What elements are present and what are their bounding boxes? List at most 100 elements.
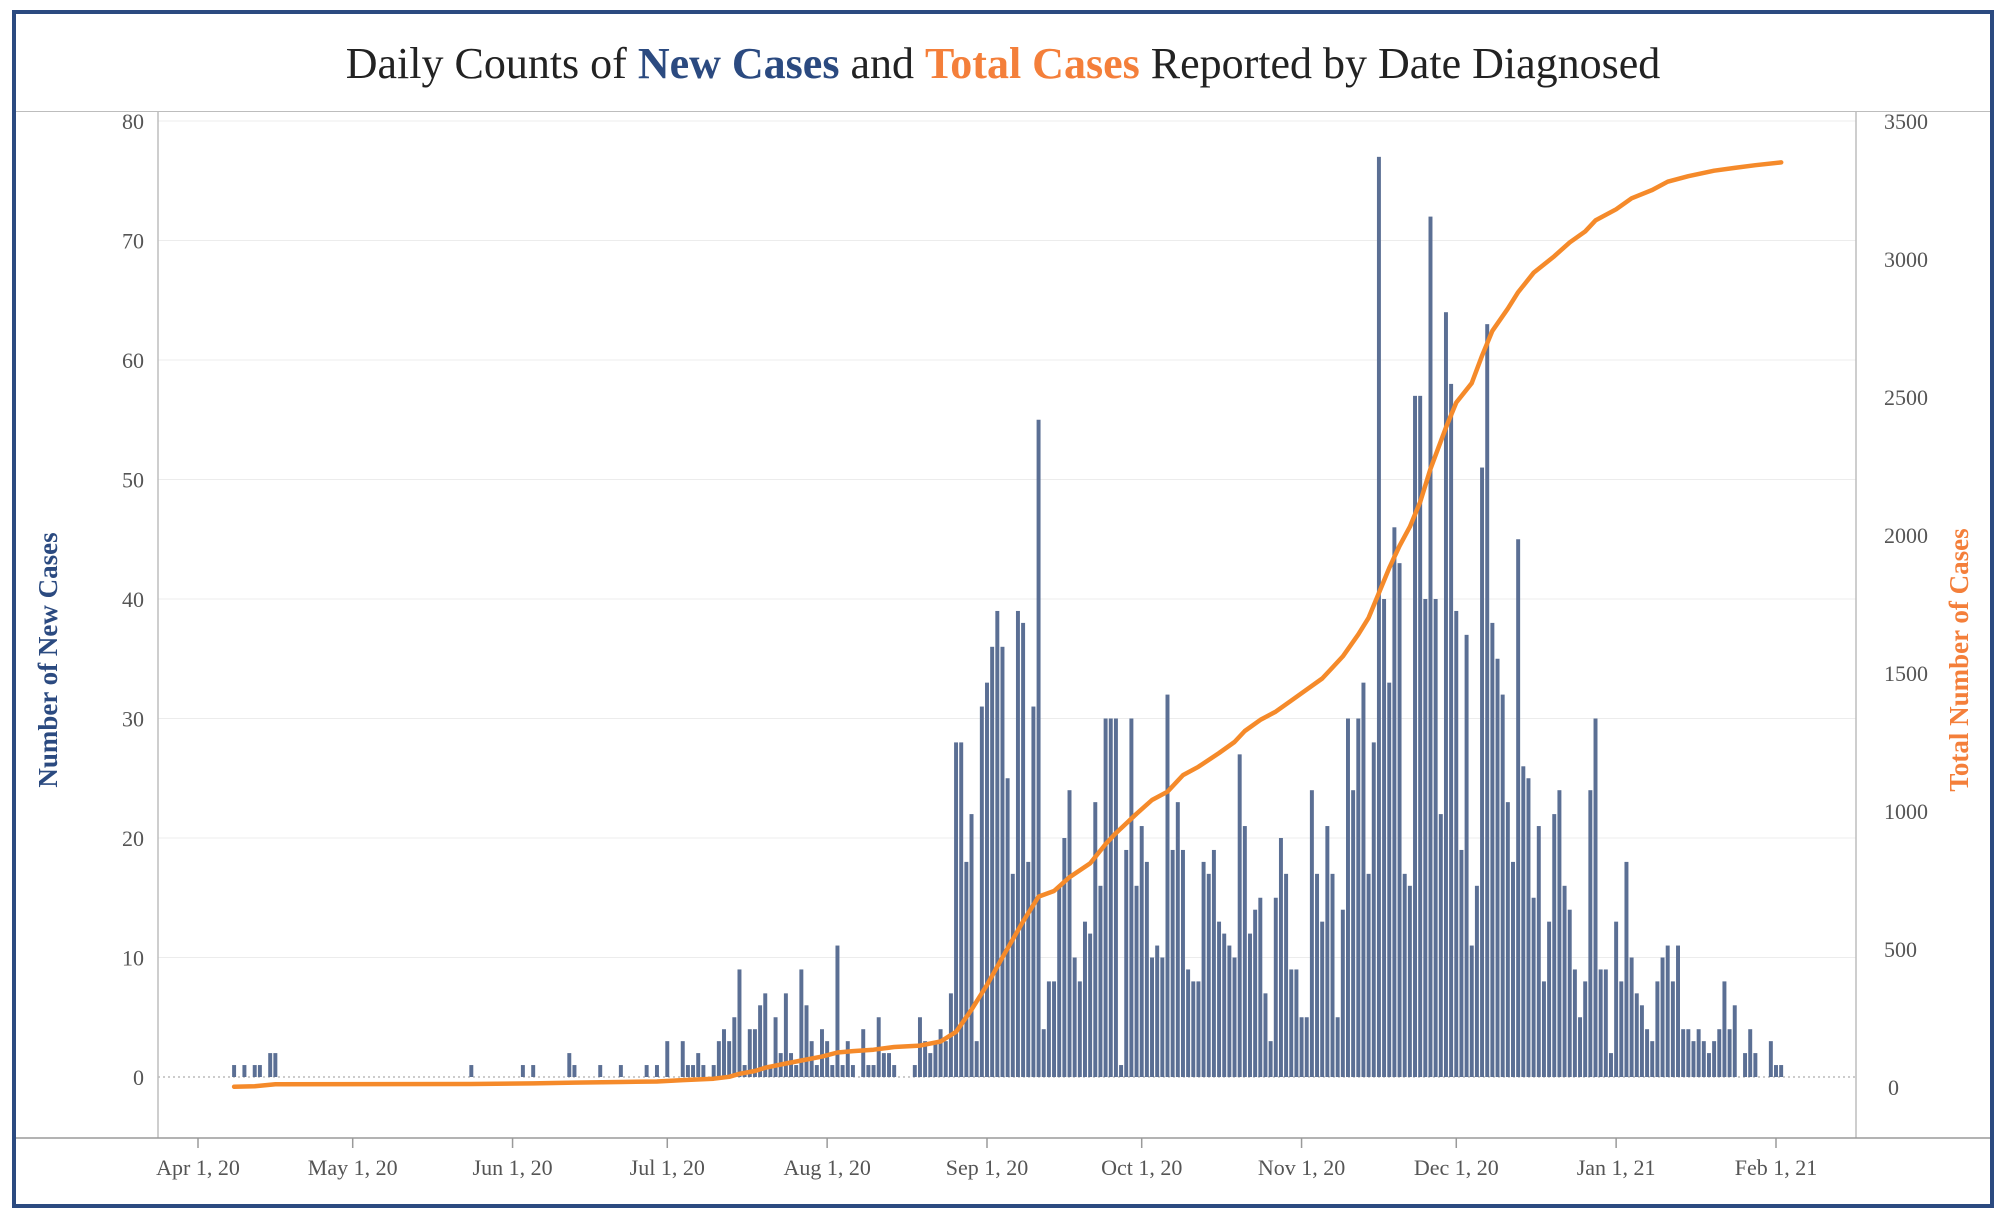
new-cases-bar	[1052, 981, 1057, 1077]
chart-title-band: Daily Counts of New Cases and Total Case…	[12, 10, 1994, 112]
y2-tick-label: 3000	[1884, 247, 1928, 272]
new-cases-bar	[1511, 861, 1515, 1077]
new-cases-bar	[1624, 861, 1629, 1077]
new-cases-bar	[1248, 933, 1252, 1077]
new-cases-bar	[1428, 216, 1433, 1078]
new-cases-bar	[1304, 1017, 1309, 1077]
new-cases-bar	[1536, 826, 1541, 1077]
new-cases-bar	[680, 1041, 685, 1077]
new-cases-bar	[887, 1053, 891, 1077]
new-cases-bar	[1227, 945, 1232, 1077]
new-cases-bar	[1660, 957, 1665, 1077]
new-cases-bar	[727, 1041, 732, 1077]
new-cases-bar	[1443, 312, 1448, 1077]
new-cases-bar	[572, 1065, 577, 1077]
new-cases-bar	[711, 1065, 716, 1077]
new-cases-bar	[850, 1065, 855, 1077]
y-tick-label: 50	[122, 468, 144, 493]
new-cases-bar	[1015, 610, 1020, 1077]
new-cases-bar	[747, 1029, 752, 1077]
x-tick-label: Aug 1, 20	[783, 1155, 870, 1180]
new-cases-bar	[1547, 921, 1552, 1077]
new-cases-bar	[1407, 885, 1412, 1077]
new-cases-bar	[701, 1065, 706, 1077]
new-cases-bar	[257, 1065, 262, 1077]
new-cases-bar	[1779, 1065, 1784, 1077]
new-cases-bar	[1578, 1017, 1583, 1077]
new-cases-bar	[732, 1017, 737, 1077]
y2-tick-label: 1500	[1884, 661, 1928, 686]
new-cases-bar	[1067, 790, 1072, 1077]
chart-frame	[12, 10, 1994, 1208]
new-cases-bar	[1583, 981, 1588, 1077]
new-cases-bar	[1526, 778, 1531, 1077]
new-cases-bar	[1175, 802, 1180, 1077]
new-cases-bar	[1098, 885, 1103, 1077]
new-cases-bar	[1371, 742, 1376, 1077]
y-axis-label: Number of New Cases	[33, 532, 63, 787]
new-cases-bar	[912, 1065, 917, 1077]
new-cases-bar	[1645, 1029, 1650, 1077]
axes: 0 10 20 30 40 50 60 70 80 0 500 1000 1500 2000 2500 300…	[16, 109, 1990, 1180]
new-cases-bar	[1273, 897, 1278, 1077]
new-cases-bar	[567, 1053, 572, 1077]
new-cases-bar	[804, 1005, 809, 1077]
y-tick-label: 20	[122, 826, 144, 851]
new-cases-bar	[1691, 1041, 1696, 1077]
new-cases-bar	[1696, 1029, 1701, 1077]
new-cases-bar	[1521, 766, 1526, 1077]
new-cases-bar	[1315, 873, 1320, 1077]
new-cases-bar	[1753, 1053, 1758, 1077]
new-cases-bar	[1278, 838, 1283, 1077]
new-cases-bar	[871, 1065, 876, 1077]
new-cases-bar	[1108, 718, 1113, 1077]
new-cases-bar	[1356, 718, 1361, 1077]
new-cases-bar	[928, 1053, 933, 1077]
new-cases-bar	[1722, 981, 1727, 1077]
y2-tick-label: 0	[1888, 1075, 1899, 1100]
new-cases-bar	[835, 945, 840, 1077]
new-cases-bar	[1743, 1053, 1748, 1077]
new-cases-bar	[1490, 622, 1495, 1077]
new-cases-bar	[1480, 467, 1485, 1077]
new-cases-bar	[1036, 419, 1041, 1077]
new-cases-bar	[1619, 981, 1624, 1077]
x-tick-label: Feb 1, 21	[1735, 1155, 1818, 1180]
new-cases-bar	[1464, 634, 1469, 1077]
new-cases-bar	[1150, 957, 1154, 1077]
new-cases-bar	[1180, 849, 1185, 1077]
new-cases-bar	[1676, 945, 1680, 1077]
new-cases-bar	[1340, 909, 1345, 1077]
new-cases-bar	[1253, 909, 1258, 1077]
new-cases-bar	[933, 1041, 938, 1077]
new-cases-bar	[1629, 957, 1634, 1077]
x-tick-label: Nov 1, 20	[1258, 1155, 1345, 1180]
y-tick-label: 80	[122, 109, 144, 134]
new-cases-bar	[1598, 969, 1603, 1077]
new-cases-bar	[1712, 1041, 1717, 1077]
title-middle: and	[839, 39, 925, 88]
new-cases-bar	[1495, 658, 1500, 1077]
x-tick-label: May 1, 20	[308, 1155, 398, 1180]
new-cases-bar	[520, 1065, 525, 1077]
new-cases-bar	[1335, 1017, 1340, 1077]
new-cases-bar	[773, 1017, 778, 1077]
new-cases-bar	[1232, 957, 1237, 1077]
x-tick-label: Apr 1, 20	[156, 1155, 240, 1180]
new-cases-bar	[1387, 682, 1392, 1077]
y-tick-label: 30	[122, 707, 144, 732]
x-tick-label: Jun 1, 20	[473, 1155, 553, 1180]
new-cases-bar	[1433, 599, 1438, 1077]
y2-tick-label: 1000	[1884, 799, 1928, 824]
y2-axis-label: Total Number of Cases	[1944, 528, 1974, 791]
new-cases-bar	[1346, 718, 1350, 1077]
total-cases-line-group	[231, 160, 1784, 1089]
title-new-cases: New Cases	[637, 39, 840, 88]
new-cases-bar	[1124, 849, 1129, 1077]
new-cases-bar	[1562, 885, 1567, 1077]
x-tick-label: Jul 1, 20	[630, 1155, 705, 1180]
new-cases-bar	[1774, 1065, 1778, 1077]
new-cases-bar	[1454, 610, 1459, 1077]
new-cases-bar	[840, 1065, 845, 1077]
